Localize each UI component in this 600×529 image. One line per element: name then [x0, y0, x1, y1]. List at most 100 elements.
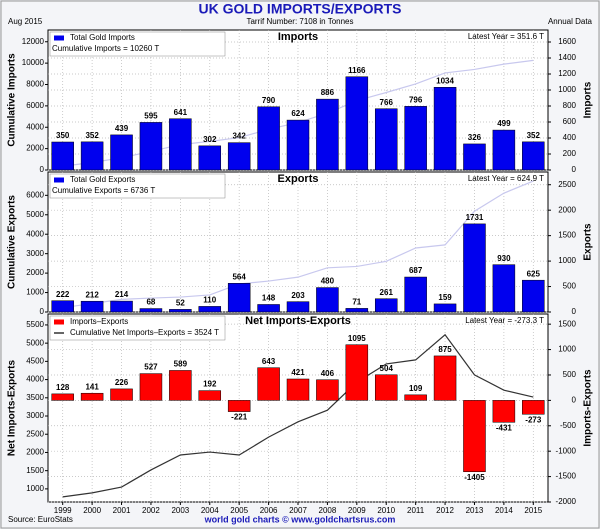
- y-tick-label: 6000: [26, 101, 44, 110]
- y-tick-label: 0: [40, 165, 45, 174]
- bar: [286, 301, 310, 313]
- bar: [110, 388, 133, 401]
- date: Aug 2015: [8, 17, 43, 26]
- x-tick-label: 2011: [407, 506, 425, 515]
- bar: [227, 142, 251, 171]
- bar-label: 342: [232, 132, 246, 141]
- panel-title: Exports: [278, 173, 319, 185]
- bar-label: 141: [85, 382, 99, 391]
- bar-label: 326: [468, 133, 482, 142]
- bar: [404, 106, 427, 171]
- y-tick-label: 8000: [26, 80, 44, 89]
- bar: [51, 141, 74, 171]
- y-tick-label: 5000: [26, 338, 44, 347]
- y-tick-label: 0: [40, 307, 45, 316]
- bar-label: 643: [262, 357, 276, 366]
- x-tick-label: 2001: [113, 506, 131, 515]
- bar-label: 71: [352, 297, 361, 306]
- bar-label: 1166: [348, 66, 366, 75]
- bar: [51, 300, 74, 313]
- bar: [257, 367, 280, 401]
- bar: [198, 145, 222, 171]
- bar-label: 350: [56, 131, 70, 140]
- x-tick-label: 2002: [142, 506, 160, 515]
- bar-label: 641: [174, 108, 188, 117]
- bar: [492, 400, 516, 423]
- bar: [374, 374, 398, 401]
- bar-label: 625: [527, 269, 541, 278]
- bar-label: -221: [231, 413, 248, 422]
- bar-label: 930: [497, 254, 511, 263]
- y2-tick-label: 2500: [558, 180, 576, 189]
- y2-tick-label: 500: [563, 282, 577, 291]
- bar-label: 406: [321, 369, 335, 378]
- y-tick-label: 4500: [26, 356, 44, 365]
- bar: [463, 400, 486, 473]
- bar-label: 595: [144, 112, 158, 121]
- y2-tick-label: -500: [560, 421, 577, 430]
- y2-axis-label: Imports: [583, 81, 594, 118]
- y-tick-label: 10000: [22, 58, 45, 67]
- bar-label: 1095: [348, 334, 366, 343]
- bar-label: 1034: [436, 76, 454, 85]
- bar: [374, 298, 398, 313]
- bar-label: 796: [409, 95, 423, 104]
- y2-tick-label: 200: [563, 149, 577, 158]
- panel-title: Imports: [278, 31, 318, 43]
- bar-label: 527: [144, 363, 158, 372]
- x-tick-label: 2004: [201, 506, 219, 515]
- legend-label: Imports–Exports: [70, 317, 128, 326]
- bar-label: 352: [85, 131, 99, 140]
- bar: [139, 373, 163, 401]
- y2-tick-label: 1200: [558, 69, 576, 78]
- bar: [110, 134, 133, 171]
- bar: [522, 141, 545, 171]
- x-tick-label: 2014: [495, 506, 513, 515]
- bar: [169, 309, 192, 313]
- bar: [345, 344, 369, 401]
- bar-label: -273: [525, 415, 542, 424]
- y-axis-label: Cumulative Imports: [7, 53, 18, 147]
- bar: [345, 76, 369, 171]
- bar-label: 504: [380, 364, 394, 373]
- bar: [404, 394, 427, 401]
- tariff: Tarrif Number: 7108 in Tonnes: [246, 17, 353, 26]
- bar: [522, 400, 545, 415]
- bar: [169, 370, 192, 401]
- y-tick-label: 1500: [26, 466, 44, 475]
- bar: [80, 392, 104, 401]
- bar: [374, 108, 398, 171]
- y2-tick-label: 1500: [558, 319, 576, 328]
- y2-tick-label: 0: [572, 165, 577, 174]
- y2-tick-label: -2000: [556, 497, 577, 506]
- y2-tick-label: 1000: [558, 345, 576, 354]
- bar: [80, 141, 104, 171]
- bar: [257, 106, 280, 171]
- y-tick-label: 4000: [26, 229, 44, 238]
- y-tick-label: 2500: [26, 429, 44, 438]
- annotation: Latest Year = -273.3 T: [465, 316, 544, 325]
- y2-tick-label: 2000: [558, 205, 576, 214]
- bar-label: 886: [321, 88, 335, 97]
- bar: [316, 98, 339, 171]
- y-tick-label: 5500: [26, 320, 44, 329]
- bar-label: -431: [496, 423, 513, 432]
- x-tick-label: 2006: [260, 506, 278, 515]
- y2-tick-label: 600: [563, 117, 577, 126]
- x-tick-label: 2003: [171, 506, 189, 515]
- x-tick-label: 1999: [54, 506, 72, 515]
- x-tick-label: 2008: [319, 506, 337, 515]
- cumulative-line: [62, 180, 534, 309]
- bar: [404, 276, 427, 313]
- y2-tick-label: 1600: [558, 37, 576, 46]
- y2-tick-label: -1500: [556, 472, 577, 481]
- bar-label: 439: [115, 124, 129, 133]
- y2-tick-label: 0: [572, 395, 577, 404]
- legend-box: [49, 173, 226, 199]
- y-tick-label: 1000: [26, 288, 44, 297]
- bar: [492, 129, 516, 171]
- bar: [169, 118, 192, 171]
- y-tick-label: 2000: [26, 144, 44, 153]
- bar-label: 261: [380, 288, 394, 297]
